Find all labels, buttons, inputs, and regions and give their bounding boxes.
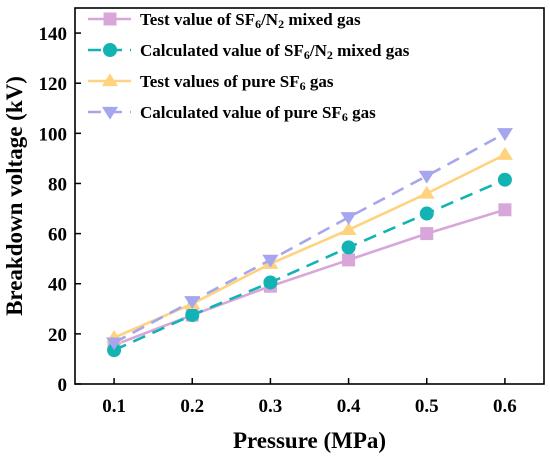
series-4 <box>106 128 513 351</box>
y-tick-label: 100 <box>39 124 68 145</box>
data-point <box>419 206 434 221</box>
data-point <box>342 253 356 267</box>
x-axis-title: Pressure (MPa) <box>233 428 386 453</box>
series-3 <box>106 146 513 343</box>
legend-label: Calculated value of SF6/N2 mixed gas <box>140 41 410 62</box>
x-tick-label: 0.6 <box>493 396 517 417</box>
x-tick-label: 0.3 <box>259 396 283 417</box>
legend-marker <box>101 106 119 120</box>
legend-item-4: Calculated value of pure SF6 gas <box>88 103 376 124</box>
axis-ticks: 0 20 40 60 80 100 120 140 0.1 0.2 0.3 0.4 0.5 0.6 <box>39 24 517 417</box>
legend-label: Calculated value of pure SF6 gas <box>140 103 376 124</box>
data-point <box>497 172 512 187</box>
legend: Test value of SF6/N2 mixed gas Calculated… <box>88 10 410 124</box>
y-tick-label: 140 <box>39 24 68 45</box>
data-point <box>418 170 435 184</box>
data-point <box>184 296 201 309</box>
legend-item-2: Calculated value of SF6/N2 mixed gas <box>88 41 410 62</box>
y-tick-label: 120 <box>39 74 68 95</box>
data-point <box>341 240 356 255</box>
series-2 <box>107 172 512 358</box>
legend-item-1: Test value of SF6/N2 mixed gas <box>88 10 361 31</box>
legend-marker <box>101 73 119 87</box>
series-layer <box>106 128 513 358</box>
data-point <box>106 337 123 351</box>
data-point <box>418 185 435 199</box>
plot-area-frame <box>74 7 545 385</box>
data-point <box>185 308 200 323</box>
data-point <box>420 227 434 241</box>
y-tick-label: 80 <box>48 174 67 195</box>
series-line <box>113 178 506 352</box>
legend-marker <box>103 12 117 26</box>
y-tick-label: 20 <box>48 325 67 346</box>
legend-item-3: Test values of pure SF6 gas <box>88 72 334 93</box>
x-tick-label: 0.2 <box>180 396 204 417</box>
data-point <box>340 212 357 225</box>
data-point <box>340 222 357 236</box>
series-1 <box>107 203 512 352</box>
x-tick-label: 0.1 <box>102 396 126 417</box>
series-line <box>113 132 506 344</box>
data-point <box>498 203 512 217</box>
y-tick-label: 40 <box>48 275 67 296</box>
data-point <box>496 128 513 141</box>
data-point <box>262 254 279 268</box>
x-tick-label: 0.5 <box>415 396 439 417</box>
y-axis-title: Breakdown voltage (kV) <box>2 76 27 316</box>
legend-label: Test values of pure SF6 gas <box>140 72 334 93</box>
legend-label: Test value of SF6/N2 mixed gas <box>140 10 361 31</box>
data-point <box>263 275 278 290</box>
x-tick-label: 0.4 <box>337 396 361 417</box>
legend-marker <box>103 43 117 57</box>
y-tick-label: 0 <box>58 375 68 396</box>
y-tick-label: 60 <box>48 225 67 246</box>
data-point <box>496 146 513 160</box>
